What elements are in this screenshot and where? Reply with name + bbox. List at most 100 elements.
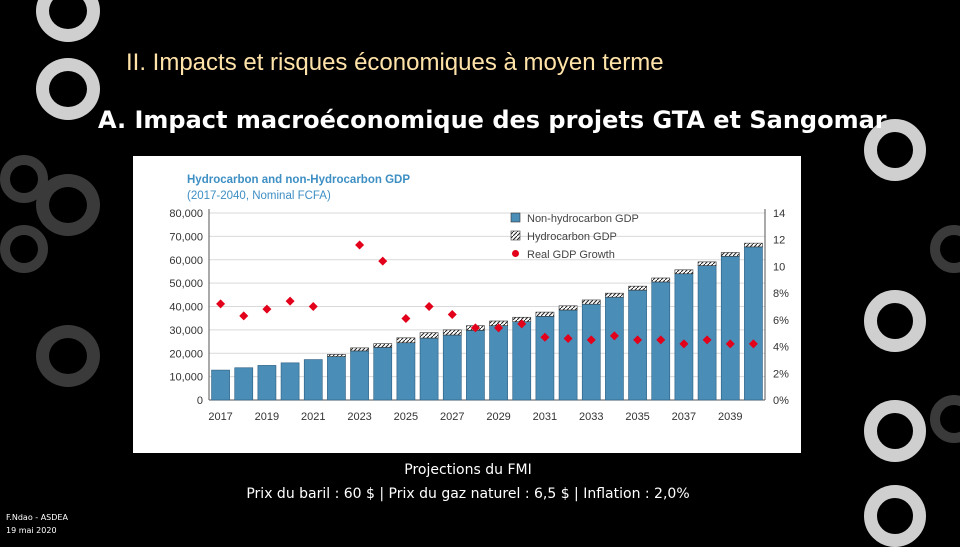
growth-point (702, 335, 712, 345)
x-tick-label: 2017 (208, 411, 232, 423)
growth-point (609, 331, 619, 341)
bar-hydrocarbon (720, 252, 740, 257)
legend-swatch (512, 250, 519, 257)
bar-non-hydrocarbon (628, 289, 647, 401)
bar-non-hydrocarbon (535, 316, 555, 401)
bar-non-hydrocarbon (350, 350, 369, 401)
y-right-tick-label: 6% (773, 315, 789, 327)
y-right-tick-label: 2% (773, 368, 789, 380)
chart-subtitle: (2017-2040, Nominal FCFA) (187, 190, 331, 202)
bar-non-hydrocarbon (327, 356, 346, 401)
bar-non-hydrocarbon (257, 365, 277, 401)
growth-point (216, 299, 226, 309)
bar-non-hydrocarbon (744, 246, 763, 401)
decor-ring (36, 0, 100, 42)
growth-point (424, 302, 434, 311)
growth-point (656, 335, 666, 345)
bar-non-hydrocarbon (489, 325, 508, 401)
bar-hydrocarbon (628, 285, 647, 291)
bar-non-hydrocarbon (697, 265, 717, 401)
decor-ring (864, 400, 926, 462)
y-right-tick-label: 10 (773, 261, 785, 273)
growth-point (748, 339, 758, 349)
bar-non-hydrocarbon (303, 359, 323, 401)
bar-non-hydrocarbon (558, 309, 578, 401)
slide-subtitle: A. Impact macroéconomique des projets GT… (98, 106, 887, 134)
y-right-tick-label: 0% (773, 395, 789, 407)
bar-hydrocarbon (327, 354, 346, 357)
gdp-chart: Hydrocarbon and non-Hydrocarbon GDP (201… (133, 156, 801, 453)
bar-hydrocarbon (651, 277, 671, 283)
growth-point (725, 339, 735, 349)
y-right-tick-label: 8% (773, 288, 789, 300)
growth-point (378, 256, 388, 266)
growth-point (355, 240, 365, 250)
x-tick-label: 2031 (533, 411, 557, 423)
x-tick-label: 2023 (347, 411, 371, 423)
growth-point (470, 323, 480, 333)
bar-non-hydrocarbon (512, 321, 532, 401)
decor-ring (0, 225, 48, 273)
bar-non-hydrocarbon (466, 330, 485, 401)
growth-point (517, 319, 527, 329)
bar-hydrocarbon (581, 299, 601, 305)
gdp-chart-svg: Hydrocarbon and non-Hydrocarbon GDP (201… (169, 174, 789, 423)
bar-non-hydrocarbon (280, 362, 300, 401)
y-right-tick-label: 4% (773, 342, 789, 354)
y-left-tick-label: 20,000 (169, 348, 203, 360)
footer-author: F.Ndao - ASDEA (6, 513, 68, 522)
x-tick-label: 2039 (718, 411, 742, 423)
x-tick-label: 2027 (440, 411, 464, 423)
growth-point (308, 302, 318, 311)
y-left-tick-label: 80,000 (169, 208, 203, 220)
bar-non-hydrocarbon (396, 342, 416, 401)
growth-point (285, 296, 295, 306)
x-tick-label: 2025 (394, 411, 418, 423)
bar-hydrocarbon (373, 343, 393, 348)
legend-swatch (510, 230, 521, 241)
growth-point (262, 304, 272, 314)
bar-non-hydrocarbon (605, 296, 624, 401)
bar-non-hydrocarbon (211, 369, 230, 401)
x-tick-label: 2035 (625, 411, 649, 423)
growth-point (540, 332, 550, 342)
bar-non-hydrocarbon (674, 273, 694, 401)
bar-non-hydrocarbon (581, 303, 601, 401)
bar-hydrocarbon (697, 261, 717, 266)
bar-non-hydrocarbon (720, 255, 740, 401)
bar-hydrocarbon (396, 337, 416, 344)
chart-title: Hydrocarbon and non-Hydrocarbon GDP (187, 174, 410, 186)
bar-hydrocarbon (442, 329, 462, 336)
y-left-tick-label: 70,000 (169, 231, 203, 243)
growth-point (679, 339, 689, 349)
x-tick-label: 2029 (486, 411, 510, 423)
bar-hydrocarbon (558, 305, 578, 311)
y-left-tick-label: 50,000 (169, 278, 203, 290)
legend-label: Real GDP Growth (527, 249, 615, 261)
legend-swatch (510, 212, 521, 223)
caption-line-2: Prix du baril : 60 $ | Prix du gaz natur… (246, 486, 690, 502)
x-tick-label: 2037 (672, 411, 696, 423)
y-right-tick-label: 12 (773, 235, 785, 247)
x-tick-label: 2019 (255, 411, 279, 423)
legend-label: Non-hydrocarbon GDP (527, 213, 639, 225)
growth-point (563, 334, 573, 344)
bar-non-hydrocarbon (419, 337, 439, 401)
caption-line-1: Projections du FMI (404, 462, 532, 478)
footer-date: 19 mai 2020 (6, 526, 57, 535)
y-left-tick-label: 0 (197, 395, 203, 407)
decor-ring (0, 155, 48, 203)
growth-point (633, 335, 643, 345)
growth-point (447, 310, 457, 320)
y-left-tick-label: 60,000 (169, 255, 203, 267)
decor-ring (930, 395, 960, 443)
x-tick-label: 2021 (301, 411, 325, 423)
decor-ring (36, 58, 100, 120)
decor-ring (930, 225, 960, 273)
bar-hydrocarbon (535, 311, 555, 317)
decor-ring (36, 325, 100, 387)
growth-point (586, 335, 596, 345)
bar-non-hydrocarbon (373, 347, 393, 401)
growth-point (494, 323, 504, 333)
slide-title: II. Impacts et risques économiques à moy… (126, 49, 664, 76)
